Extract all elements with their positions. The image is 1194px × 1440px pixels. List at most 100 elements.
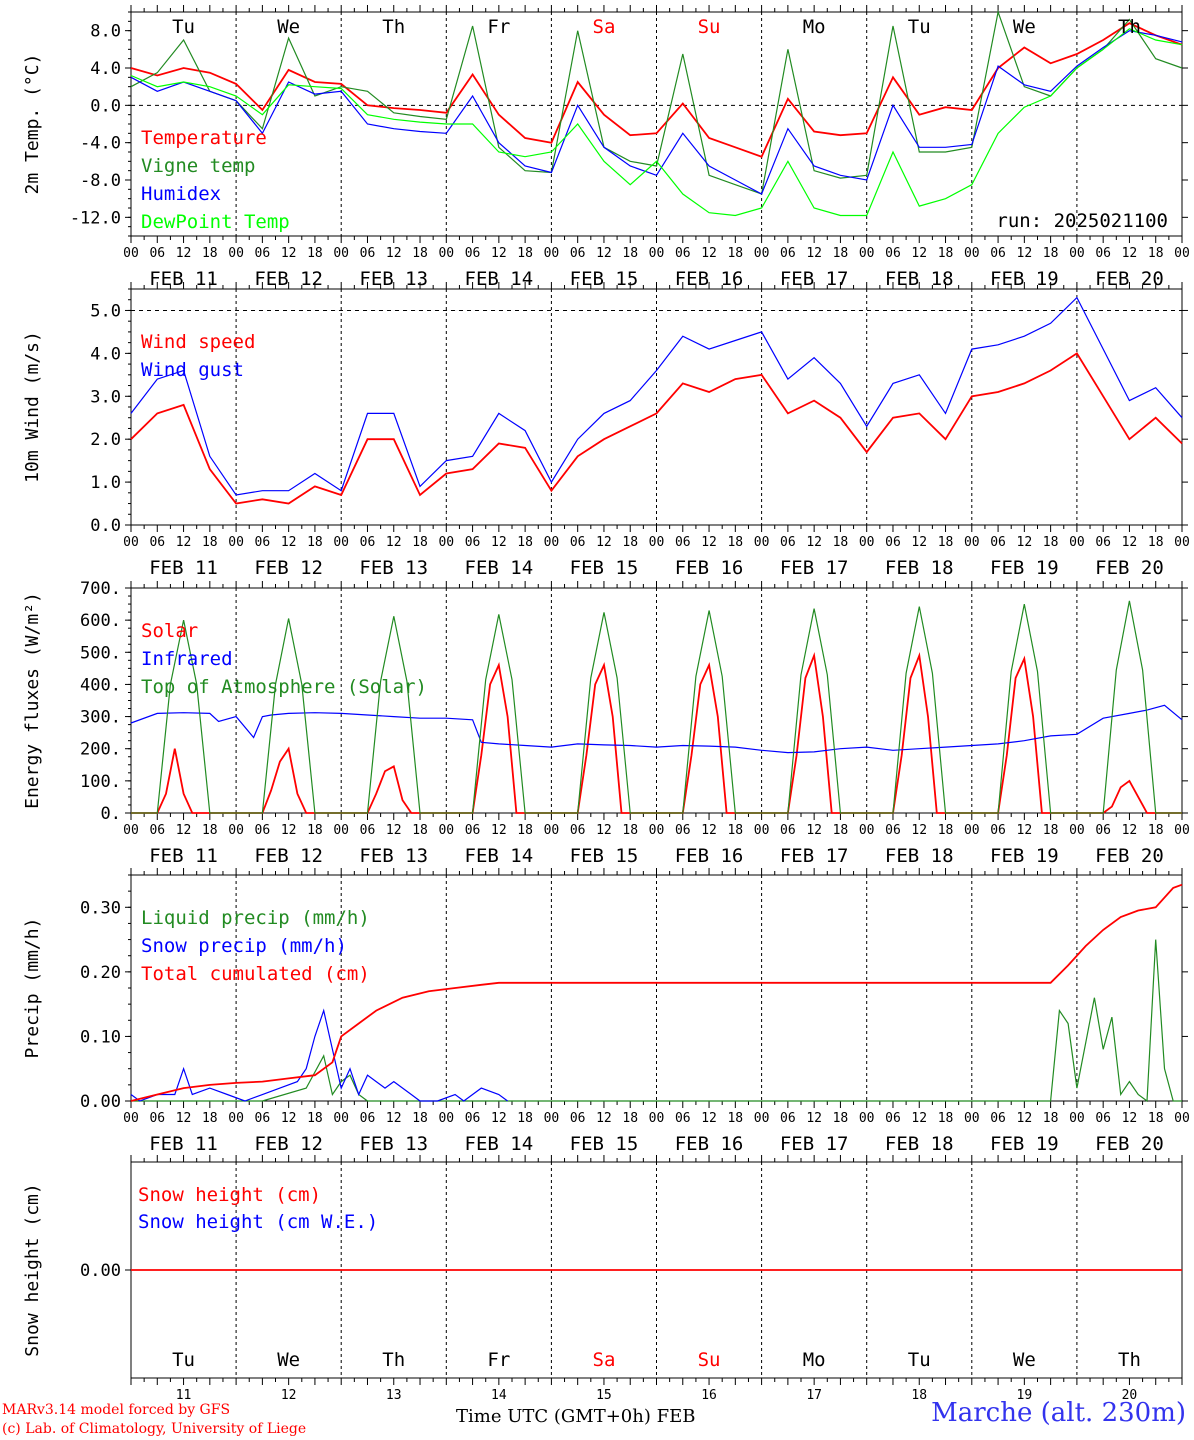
hour-label: 00	[228, 535, 244, 550]
hour-label: 18	[202, 246, 218, 261]
hour-label: 12	[281, 246, 297, 261]
hour-label: 12	[281, 823, 297, 838]
date-label: FEB 15	[570, 557, 639, 579]
hour-label: 00	[438, 823, 454, 838]
hour-label: 06	[570, 535, 586, 550]
hour-label: 12	[806, 246, 822, 261]
hour-label: 00	[438, 1111, 454, 1126]
legend-entry: Vigne temp	[141, 155, 255, 177]
hour-label: 00	[649, 1111, 665, 1126]
weekday-label: Sa	[593, 16, 616, 38]
hour-label: 18	[938, 1111, 954, 1126]
hour-label: 00	[964, 246, 980, 261]
y-axis-label: Snow height (cm)	[22, 1183, 43, 1356]
hour-label: 06	[780, 246, 796, 261]
date-label: FEB 16	[675, 268, 744, 290]
hour-label: 06	[1095, 246, 1111, 261]
hour-label: 06	[360, 823, 376, 838]
hour-label: 18	[517, 823, 533, 838]
hour-label: 12	[596, 246, 612, 261]
date-label: FEB 16	[675, 1133, 744, 1155]
hour-label: 12	[1017, 823, 1033, 838]
series-line-3	[130, 28, 1183, 217]
y-tick-label: -12.0	[70, 208, 121, 228]
date-label: FEB 13	[359, 557, 428, 579]
hour-label: 12	[911, 1111, 927, 1126]
date-label: FEB 12	[254, 845, 323, 867]
hour-label: 12	[176, 823, 192, 838]
hour-label: 18	[938, 246, 954, 261]
hour-label: 00	[649, 246, 665, 261]
y-tick-label: 4.0	[90, 344, 121, 364]
hour-label: 06	[990, 535, 1006, 550]
date-label: FEB 20	[1095, 1133, 1164, 1155]
hour-label: 00	[1174, 823, 1190, 838]
legend-entry: Humidex	[141, 183, 221, 205]
weekday-label-bottom: Tu	[908, 1349, 931, 1371]
hour-label: 12	[176, 1111, 192, 1126]
y-tick-label: 3.0	[90, 387, 121, 407]
date-label: FEB 13	[359, 1133, 428, 1155]
hour-label: 12	[491, 246, 507, 261]
run-annotation: run: 2025021100	[996, 210, 1168, 232]
hour-label: 12	[596, 823, 612, 838]
legend-entry: DewPoint Temp	[141, 211, 290, 233]
date-label: FEB 11	[149, 557, 218, 579]
hour-label: 00	[859, 535, 875, 550]
hour-label: 18	[1148, 535, 1164, 550]
hour-label: 00	[333, 246, 349, 261]
hour-label: 00	[544, 535, 560, 550]
date-label: FEB 20	[1095, 557, 1164, 579]
y-tick-label: 4.0	[90, 59, 121, 79]
y-tick-label: 0.20	[80, 963, 121, 983]
hour-label: 06	[885, 535, 901, 550]
hour-label: 12	[1017, 246, 1033, 261]
hour-label: 12	[1122, 1111, 1138, 1126]
hour-label: 00	[859, 246, 875, 261]
y-tick-label: 600.	[80, 611, 121, 631]
hour-label: 18	[307, 246, 323, 261]
hour-label: 00	[333, 823, 349, 838]
hour-label: 06	[255, 246, 271, 261]
hour-label: 00	[1174, 1111, 1190, 1126]
hour-label: 06	[255, 823, 271, 838]
y-axis-label: Energy fluxes (W/m²)	[22, 592, 43, 809]
hour-label: 06	[149, 535, 165, 550]
hour-label: 06	[149, 823, 165, 838]
y-tick-label: 0.00	[80, 1261, 121, 1281]
weekday-label-bottom: Sa	[593, 1349, 616, 1371]
date-label: FEB 19	[990, 557, 1059, 579]
date-label: FEB 20	[1095, 268, 1164, 290]
legend-entry: Wind speed	[141, 331, 255, 353]
hour-label: 12	[281, 535, 297, 550]
day-number-label: 11	[176, 1388, 192, 1403]
hour-label: 06	[1095, 535, 1111, 550]
hour-label: 06	[675, 1111, 691, 1126]
hour-label: 12	[1122, 823, 1138, 838]
hour-label: 12	[281, 1111, 297, 1126]
hour-label: 00	[544, 823, 560, 838]
legend-entry: Liquid precip (mm/h)	[141, 907, 370, 929]
hour-label: 18	[1043, 1111, 1059, 1126]
date-label: FEB 12	[254, 557, 323, 579]
weekday-label: Mo	[803, 16, 826, 38]
model-credit: MARv3.14 model forced by GFS	[2, 1402, 231, 1418]
weekday-label-bottom: We	[277, 1349, 300, 1371]
series-line-2	[130, 883, 1183, 1102]
hour-label: 18	[833, 1111, 849, 1126]
hour-label: 12	[911, 535, 927, 550]
hour-label: 06	[465, 246, 481, 261]
y-tick-label: 500.	[80, 643, 121, 663]
weekday-label: Tu	[172, 16, 195, 38]
hour-label: 00	[123, 1111, 139, 1126]
hour-label: 06	[675, 535, 691, 550]
weekday-label-bottom: We	[1013, 1349, 1036, 1371]
date-label: FEB 15	[570, 268, 639, 290]
series-line-0	[131, 939, 1182, 1103]
date-label: FEB 18	[885, 1133, 954, 1155]
weekday-label-bottom: Su	[698, 1349, 721, 1371]
hour-label: 06	[255, 535, 271, 550]
hour-label: 12	[1017, 535, 1033, 550]
hour-label: 18	[1043, 246, 1059, 261]
